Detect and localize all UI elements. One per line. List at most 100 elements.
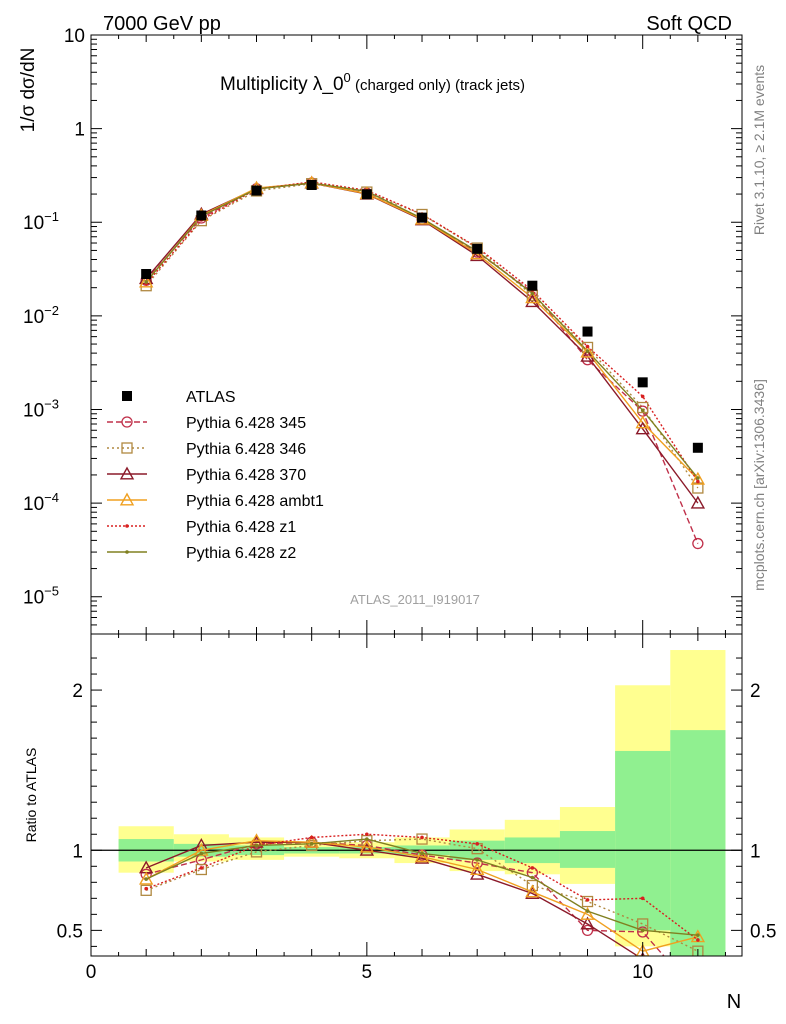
data-point-p370-11 — [690, 495, 706, 509]
data-point-z2-10 — [640, 408, 645, 413]
x-tick-label: 10 — [632, 962, 653, 983]
legend-marker-p345 — [121, 416, 133, 428]
y-tick-label-ratio: 2 — [72, 681, 83, 702]
rivet-label: Rivet 3.1.10, ≥ 2.1M events — [751, 65, 767, 235]
data-point-atlas-10 — [637, 377, 648, 388]
y-tick-label-main: 10−4 — [23, 490, 59, 515]
ratio-point-p345-9 — [581, 924, 594, 937]
data-point-atlas-6 — [417, 212, 428, 223]
ratio-point-z1-8 — [530, 866, 535, 870]
legend-label-p346: Pythia 6.428 346 — [186, 441, 306, 458]
data-point-p370-8 — [525, 294, 540, 308]
header-right: Soft QCD — [646, 13, 732, 35]
ratio-point-ambt1-5 — [359, 839, 375, 853]
y-tick-label-ratio-right: 0.5 — [750, 921, 776, 942]
data-point-ambt1-8 — [525, 290, 540, 304]
ratio-point-ambt1-1 — [138, 871, 154, 885]
legend-marker-p346 — [121, 442, 133, 454]
ratio-point-z2-10 — [640, 928, 645, 933]
ratio-point-z2-4 — [309, 842, 314, 846]
legend-label-z2: Pythia 6.428 z2 — [186, 545, 296, 562]
ratio-point-p370-11 — [692, 963, 704, 974]
ratio-point-z2-11 — [696, 933, 700, 937]
data-point-p346-10 — [637, 401, 649, 414]
legend-marker-z2 — [125, 550, 129, 554]
legend-label-z1: Pythia 6.428 z1 — [186, 519, 296, 536]
ratio-panel: 0.5 0.5 1 1 2 2 0 5 10 — [57, 633, 776, 999]
data-point-ambt1-9 — [580, 344, 595, 358]
data-point-z1-9 — [585, 344, 590, 349]
y-tick-label-main: 10−3 — [23, 396, 59, 421]
ratio-point-p345-11 — [693, 989, 703, 999]
data-point-z1-11 — [696, 479, 700, 484]
y-tick-label-main: 1 — [74, 120, 85, 141]
legend-marker-p370 — [119, 466, 135, 480]
ratio-point-p346-8 — [526, 879, 539, 892]
y-tick-label-ratio-right: 1 — [750, 841, 761, 862]
ratio-point-z1-11 — [696, 938, 700, 942]
ratio-point-z2-3 — [254, 843, 259, 848]
data-point-atlas-9 — [582, 326, 593, 337]
ratio-point-z2-1 — [144, 877, 148, 881]
band-inner — [670, 730, 726, 956]
data-point-z2-1 — [144, 280, 148, 284]
legend-label-p345: Pythia 6.428 345 — [186, 415, 306, 432]
x-tick-label: 0 — [86, 962, 97, 983]
ratio-point-z1-6 — [420, 835, 424, 840]
header-left: 7000 GeV pp — [103, 13, 221, 35]
band-inner — [559, 831, 616, 868]
data-point-ambt1-11 — [690, 471, 706, 485]
ratio-point-ambt1-6 — [414, 849, 430, 863]
data-point-atlas-2 — [196, 210, 207, 221]
ratio-point-p346-9 — [581, 895, 594, 908]
band-inner — [615, 750, 671, 931]
data-point-atlas-11 — [692, 442, 703, 453]
series-line-z1 — [145, 181, 699, 482]
ratio-point-z2-2 — [199, 851, 204, 856]
title-sub: (charged only) (track jets) — [351, 77, 525, 94]
ratio-point-z1-5 — [365, 832, 369, 837]
ratio-point-p370-5 — [359, 842, 375, 856]
ratio-point-z1-10 — [640, 896, 645, 901]
data-point-p345-11 — [692, 537, 704, 550]
ratio-point-z1-4 — [309, 835, 314, 840]
ratio-point-z2-8 — [530, 875, 535, 880]
data-point-z2-8 — [530, 291, 535, 296]
legend-label-p370: Pythia 6.428 370 — [186, 467, 306, 484]
ratio-point-z1-2 — [199, 866, 204, 870]
series-line-z2 — [145, 182, 699, 479]
legend-marker-z1 — [125, 524, 129, 528]
data-point-atlas-4 — [306, 179, 317, 190]
series-line-ambt1 — [145, 182, 699, 480]
data-point-p370-9 — [580, 348, 595, 362]
ratio-point-z2-6 — [420, 851, 424, 856]
analysis-id: ATLAS_2011_I919017 — [350, 592, 480, 607]
data-point-z2-11 — [696, 476, 700, 480]
ratio-point-z1-9 — [585, 898, 590, 902]
ratio-point-ambt1-4 — [304, 834, 319, 848]
mcplots-label: mcplots.cern.ch [arXiv:1306.3436] — [751, 379, 767, 591]
plot-title: Multiplicity λ_00 (charged only) (track … — [220, 70, 525, 95]
ratio-point-ambt1-9 — [580, 906, 595, 920]
y-tick-label-main: 10−1 — [23, 209, 59, 234]
y-tick-label-main: 10−2 — [23, 303, 59, 328]
ratio-point-z2-5 — [365, 837, 369, 841]
x-tick-label: 5 — [362, 962, 373, 983]
y-tick-label-ratio-right: 2 — [750, 681, 761, 702]
legend-marker-ambt1 — [119, 492, 135, 506]
data-point-z2-9 — [585, 349, 590, 353]
y-tick-label-ratio: 1 — [72, 841, 83, 862]
main-ylabel: 1/σ dσ/dN — [18, 48, 39, 133]
data-point-z1-10 — [640, 394, 645, 399]
ratio-line-ambt1 — [145, 839, 699, 952]
data-point-atlas-3 — [251, 185, 262, 196]
data-point-atlas-8 — [527, 280, 538, 291]
ratio-point-p346-6 — [416, 833, 428, 845]
y-tick-label-main: 10−5 — [23, 584, 59, 609]
legend-label-ambt1: Pythia 6.428 ambt1 — [186, 493, 324, 510]
series-line-p345 — [145, 182, 699, 544]
title-sup: 0 — [344, 70, 351, 85]
ratio-plot-area — [91, 650, 742, 999]
data-point-p370-7 — [469, 248, 485, 262]
